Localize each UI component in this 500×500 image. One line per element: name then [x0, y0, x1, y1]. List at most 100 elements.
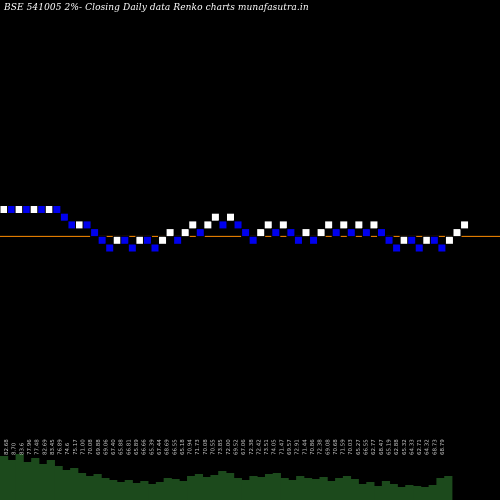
renko-brick-down: [173, 235, 183, 245]
x-tick-label: 65.32: [402, 439, 408, 455]
renko-brick-down: [22, 205, 32, 214]
volume-bar: [241, 480, 250, 500]
renko-brick-down: [437, 243, 447, 253]
renko-brick-up: [263, 220, 273, 230]
renko-brick-up: [354, 220, 364, 230]
volume-bar: [210, 475, 219, 500]
x-tick-label: 70.08: [88, 439, 94, 455]
x-tick-label: 66.55: [172, 439, 178, 455]
volume-bar: [342, 476, 352, 500]
volume-bar: [171, 479, 180, 500]
volume-bar: [257, 477, 266, 500]
renko-brick-up: [210, 212, 220, 222]
x-tick-label: 8.70: [12, 442, 18, 455]
x-tick-label: 76.89: [58, 439, 64, 455]
x-tick-label: 67.40: [111, 439, 117, 455]
volume-bar: [101, 478, 110, 500]
x-tick-label: 68.79: [440, 439, 446, 455]
renko-brick-up: [369, 220, 379, 230]
x-tick-label: 71.00: [80, 439, 86, 455]
x-tick-label: 83.45: [50, 439, 56, 455]
x-tick-label: 77.96: [27, 439, 33, 455]
renko-brick-down: [414, 243, 424, 253]
volume-bar: [366, 482, 375, 500]
volume-bar: [38, 464, 48, 500]
x-tick-label: 62.88: [394, 439, 400, 455]
x-tick-label: 69.08: [325, 439, 331, 455]
renko-brick-up: [256, 228, 266, 238]
volume-bar: [420, 487, 430, 500]
x-tick-label: 70.03: [348, 439, 354, 455]
x-tick-label: 65.19: [386, 439, 392, 455]
renko-brick-down: [361, 228, 371, 238]
renko-brick-down: [142, 235, 152, 245]
x-tick-label: 69.06: [103, 439, 109, 455]
x-tick-label: 67.06: [241, 439, 247, 455]
volume-bar: [85, 476, 94, 500]
renko-brick-up: [112, 235, 122, 245]
renko-brick-down: [7, 205, 17, 214]
renko-brick-down: [286, 228, 296, 238]
x-tick-label: 74.6: [65, 442, 71, 455]
x-tick-label: 82.69: [42, 439, 48, 455]
x-tick-label: 68.73: [432, 439, 438, 455]
x-tick-label: 66.55: [364, 439, 370, 455]
x-tick-label: 68.69: [165, 439, 171, 455]
renko-brick-down: [67, 220, 77, 230]
x-tick-label: 70.55: [211, 439, 217, 455]
volume-bar: [249, 476, 258, 500]
x-tick-label: 72.42: [256, 439, 262, 455]
x-tick-label: 65.27: [356, 439, 362, 455]
volume-bar: [54, 466, 63, 500]
renko-brick-down: [233, 220, 243, 230]
volume-bar: [311, 479, 320, 500]
renko-brick-up: [75, 220, 84, 230]
renko-brick-down: [248, 235, 258, 245]
volume-bar: [413, 486, 422, 500]
renko-brick-up: [301, 228, 311, 238]
renko-brick-down: [429, 235, 439, 245]
chart-title: BSE 541005 2%- Closing Daily data Renko …: [4, 3, 309, 13]
volume-bar: [272, 473, 281, 500]
x-tick-label: 71.47: [279, 439, 285, 455]
renko-brick-down: [37, 205, 47, 214]
x-tick-label: 71.44: [302, 439, 308, 455]
renko-brick-up: [188, 220, 198, 230]
renko-brick-down: [346, 228, 356, 238]
volume-bar: [358, 484, 367, 500]
x-tick-label: 65.39: [149, 439, 155, 455]
renko-brick-up: [399, 235, 409, 245]
renko-brick-down: [241, 228, 251, 238]
x-label-layer: 82.68 8.70 83.6 77.96 77.48 82.69 83.45 76.89 74…: [4, 439, 446, 455]
volume-bar: [389, 484, 398, 500]
renko-brick-up: [29, 205, 39, 214]
volume-bar: [296, 476, 305, 500]
volume-bar: [374, 486, 383, 500]
x-tick-label: 75.17: [73, 439, 79, 455]
x-tick-label: 71.59: [341, 439, 347, 455]
renko-brick-down: [195, 228, 205, 238]
renko-brick-up: [316, 228, 326, 238]
x-tick-label: 70.94: [188, 439, 194, 455]
volume-bar: [436, 478, 445, 500]
x-tick-label: 70.68: [333, 439, 339, 455]
x-tick-label: 73.51: [264, 439, 270, 455]
renko-brick-up: [44, 205, 54, 214]
renko-brick-down: [271, 228, 281, 238]
volume-bar: [288, 480, 297, 500]
renko-brick-up: [444, 235, 454, 245]
x-tick-label: 67.44: [157, 439, 163, 455]
x-tick-label: 66.81: [126, 439, 132, 455]
renko-brick-up: [324, 220, 334, 230]
renko-brick-down: [97, 235, 107, 245]
x-tick-label: 74.05: [272, 439, 278, 455]
volume-bar: [194, 474, 204, 500]
x-tick-label: 71.73: [195, 439, 201, 455]
x-tick-label: 65.88: [119, 439, 125, 455]
renko-brick-up: [203, 220, 213, 230]
x-tick-label: 73.85: [218, 439, 224, 455]
volume-bar: [116, 482, 126, 500]
volume-bar: [7, 460, 16, 500]
